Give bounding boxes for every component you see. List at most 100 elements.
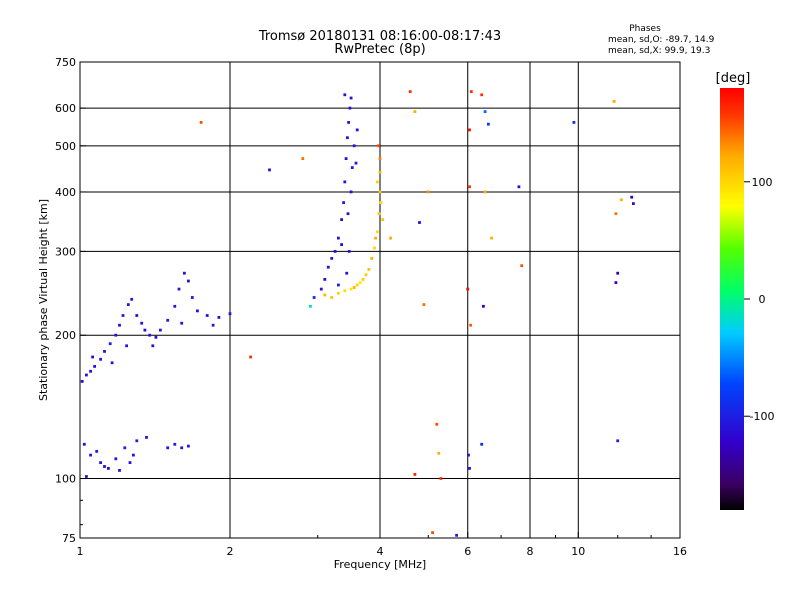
x-tick-label: 4 [377,545,384,558]
y-axis-label: Stationary phase Virtual Height [km] [37,199,50,401]
data-point [166,318,170,322]
x-tick-label: 16 [673,545,687,558]
data-point [249,355,252,359]
y-tick-label: 100 [55,473,76,486]
colorbar-ticks: 100 0 -100 [744,176,774,423]
data-point [211,323,215,327]
data-point [346,136,349,140]
data-point [343,93,347,97]
data-point [326,265,330,269]
data-point [418,221,421,224]
data-point [177,287,181,291]
data-point [619,198,623,202]
x-tick-label: 8 [527,545,534,558]
data-point [99,461,102,464]
data-point [123,446,127,450]
data-point [439,477,443,480]
data-point [180,321,184,325]
data-point [355,283,359,287]
data-point [132,453,135,457]
chart-title: Tromsø 20180131 08:16:00-08:17:43 [258,29,501,44]
data-point [89,453,92,457]
data-point [373,246,376,250]
x-tick-label: 6 [464,545,471,558]
data-point [367,268,371,271]
data-point [413,110,417,113]
data-point [612,100,616,103]
data-point [487,122,490,126]
data-point [319,287,323,291]
data-point [196,309,199,313]
colorbar-label: [deg] [716,71,751,86]
data-point [187,444,190,448]
stats-x-mode: mean, sd,X: 99.9, 19.3 [608,46,710,56]
data-point [468,128,471,132]
data-point [108,342,112,346]
data-point [187,279,190,283]
data-point [517,185,521,189]
data-point [118,469,121,472]
data-point [80,380,84,383]
data-point [350,166,354,169]
data-point [482,304,485,308]
data-point [151,344,155,348]
chart-subtitle: RwPretec (8p) [334,42,425,57]
data-point [490,236,493,240]
data-point [85,373,88,377]
y-tick-label: 400 [55,186,76,199]
data-point [377,144,380,148]
grid [80,62,680,538]
x-axis: 1 2 4 6 8 10 16 [77,532,687,558]
data-point [323,278,327,281]
data-point [469,323,472,327]
data-point [614,212,618,216]
data-point [85,475,88,478]
data-point [348,106,352,110]
data-point [354,161,358,165]
data-point [455,533,458,537]
data-point [480,93,484,97]
data-point [340,243,343,246]
data-point [343,180,347,184]
data-point [128,461,132,464]
data-point [616,271,620,275]
data-point [103,465,106,468]
data-point [143,328,147,332]
data-point [483,190,487,194]
data-point [110,361,114,365]
data-point [344,157,348,160]
data-point [437,451,441,455]
stats-heading: Phases [629,24,661,34]
x-tick-label: 10 [571,545,585,558]
data-point [352,144,356,148]
data-point [340,218,343,221]
data-point [183,271,186,275]
data-point [347,121,350,124]
data-point [107,467,110,470]
colorbar-tick-label: 100 [752,176,773,189]
data-point [121,314,125,317]
data-point [377,212,381,216]
data-point [349,190,353,194]
data-point [358,281,362,284]
data-point [135,314,139,317]
data-point [342,201,345,204]
data-point [114,333,118,337]
data-point [118,323,121,327]
data-point [632,202,635,205]
data-point [99,357,102,361]
data-point [349,96,353,100]
y-tick-label: 200 [55,329,76,342]
y-tick-label: 750 [55,56,76,69]
data-point [343,289,347,293]
x-tick-label: 1 [77,545,84,558]
data-point [125,344,128,348]
x-axis-label: Frequency [MHz] [334,558,426,571]
data-point [148,333,152,337]
data-point [145,436,148,439]
data-point [378,157,382,160]
data-point [114,457,118,461]
y-axis: 75 100 200 300 400 500 600 750 [55,56,86,545]
data-point [426,190,430,194]
data-point [337,236,340,240]
